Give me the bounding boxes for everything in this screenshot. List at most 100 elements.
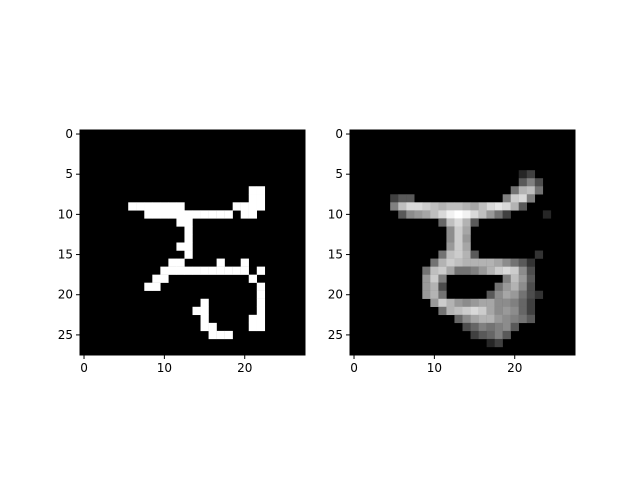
heatmap-cell bbox=[462, 322, 471, 332]
heatmap-cell bbox=[446, 258, 455, 267]
heatmap-cell bbox=[240, 266, 249, 275]
heatmap-cell bbox=[478, 314, 487, 324]
heatmap-cell bbox=[176, 266, 185, 275]
heatmap-cell bbox=[208, 210, 217, 219]
heatmap-cell bbox=[454, 210, 463, 219]
heatmap-cell bbox=[486, 298, 495, 307]
heatmap-cell bbox=[446, 298, 455, 307]
heatmap-cell bbox=[446, 210, 455, 219]
heatmap-cell bbox=[510, 274, 519, 283]
y-tick-label: 15 bbox=[328, 248, 343, 262]
heatmap-cell bbox=[502, 266, 511, 275]
heatmap-cell bbox=[478, 330, 487, 340]
x-tick-label: 0 bbox=[350, 361, 358, 375]
heatmap-cell bbox=[502, 258, 511, 267]
heatmap-cell bbox=[510, 258, 519, 267]
heatmap-cell bbox=[470, 322, 479, 332]
heatmap-cell bbox=[494, 266, 503, 275]
heatmap-cell bbox=[470, 330, 479, 340]
heatmap-cell bbox=[454, 242, 463, 251]
heatmap-cell bbox=[486, 330, 495, 340]
y-tick-label: 5 bbox=[65, 167, 73, 181]
heatmap-cell bbox=[438, 210, 447, 219]
heatmap-cell bbox=[502, 306, 511, 316]
heatmap-cell bbox=[168, 266, 177, 275]
heatmap-cell bbox=[248, 194, 257, 203]
heatmap-cell bbox=[168, 210, 177, 219]
heatmap-cell bbox=[248, 202, 257, 211]
x-tick-label: 10 bbox=[157, 361, 172, 375]
heatmap-cell bbox=[168, 202, 177, 211]
heatmap-cell bbox=[502, 290, 511, 299]
heatmap-cell bbox=[534, 290, 544, 299]
heatmap-cell bbox=[502, 210, 511, 219]
heatmap-cell bbox=[248, 210, 257, 219]
heatmap-cell bbox=[502, 194, 511, 203]
heatmap-cell bbox=[494, 282, 503, 291]
heatmap-cell bbox=[478, 210, 487, 219]
heatmap-cell bbox=[430, 258, 439, 267]
heatmap-cell bbox=[494, 258, 503, 267]
heatmap-cell bbox=[446, 242, 455, 251]
heatmap-cell bbox=[526, 282, 536, 291]
heatmap-cell bbox=[510, 306, 519, 316]
heatmap-cell bbox=[256, 282, 266, 291]
heatmap-cell bbox=[438, 258, 447, 267]
heatmap-cell bbox=[518, 282, 527, 291]
heatmap-cell bbox=[494, 306, 503, 316]
heatmap-cell bbox=[470, 210, 479, 219]
heatmap-cell bbox=[502, 330, 511, 340]
heatmap-cell bbox=[470, 306, 479, 316]
heatmap-cell bbox=[256, 290, 266, 299]
heatmap-cell bbox=[200, 298, 209, 307]
heatmap-panel-1: 0 10 20 0 5 10 15 20 25 bbox=[58, 127, 306, 375]
heatmap-cell bbox=[518, 274, 527, 283]
heatmap-cell bbox=[144, 202, 153, 211]
heatmap-cell bbox=[176, 202, 185, 211]
heatmap-cell bbox=[430, 274, 439, 283]
heatmap-cell bbox=[152, 202, 161, 211]
x-tick-label: 20 bbox=[237, 361, 252, 375]
heatmap-cell bbox=[224, 266, 233, 275]
x-tick-label: 20 bbox=[507, 361, 522, 375]
axes-frame bbox=[349, 129, 576, 356]
heatmap-cell bbox=[152, 274, 161, 283]
heatmap-cell bbox=[184, 234, 193, 243]
heatmap-cell bbox=[128, 202, 137, 211]
heatmap-cell bbox=[534, 186, 544, 195]
heatmap-cell bbox=[200, 322, 209, 332]
heatmap-cell bbox=[518, 298, 527, 307]
heatmap-cell bbox=[192, 306, 201, 316]
heatmap-cell bbox=[518, 306, 527, 316]
heatmap-cell bbox=[176, 210, 185, 219]
heatmap-cell bbox=[422, 282, 431, 291]
heatmap-cell bbox=[256, 314, 266, 324]
heatmap-cell bbox=[390, 202, 399, 211]
heatmap-cell bbox=[526, 290, 536, 299]
heatmap-cell bbox=[526, 314, 536, 324]
heatmap-cell bbox=[232, 266, 241, 275]
heatmap-cell bbox=[390, 194, 399, 203]
heatmap-cell bbox=[470, 314, 479, 324]
heatmap-cell bbox=[518, 314, 527, 324]
heatmap-cell bbox=[526, 274, 536, 283]
heatmap-cell bbox=[478, 322, 487, 332]
heatmap-cell bbox=[478, 202, 487, 211]
heatmap-cell bbox=[486, 258, 495, 267]
heatmap-cell bbox=[232, 202, 241, 211]
heatmap-cell bbox=[518, 258, 527, 267]
heatmap-cell bbox=[152, 282, 161, 291]
axes-frame bbox=[79, 129, 306, 356]
heatmap-cell bbox=[430, 298, 439, 307]
heatmap-cell bbox=[494, 202, 503, 211]
heatmap-cell bbox=[152, 210, 161, 219]
heatmap-cell bbox=[248, 322, 257, 332]
heatmap-cell bbox=[240, 210, 249, 219]
heatmap-cell bbox=[430, 266, 439, 275]
heatmap-cell bbox=[248, 186, 257, 195]
heatmap-cell bbox=[462, 210, 471, 219]
x-tick-label: 0 bbox=[80, 361, 88, 375]
heatmap-cell bbox=[494, 298, 503, 307]
heatmap-cell bbox=[518, 194, 527, 203]
heatmap-cell bbox=[510, 186, 519, 195]
